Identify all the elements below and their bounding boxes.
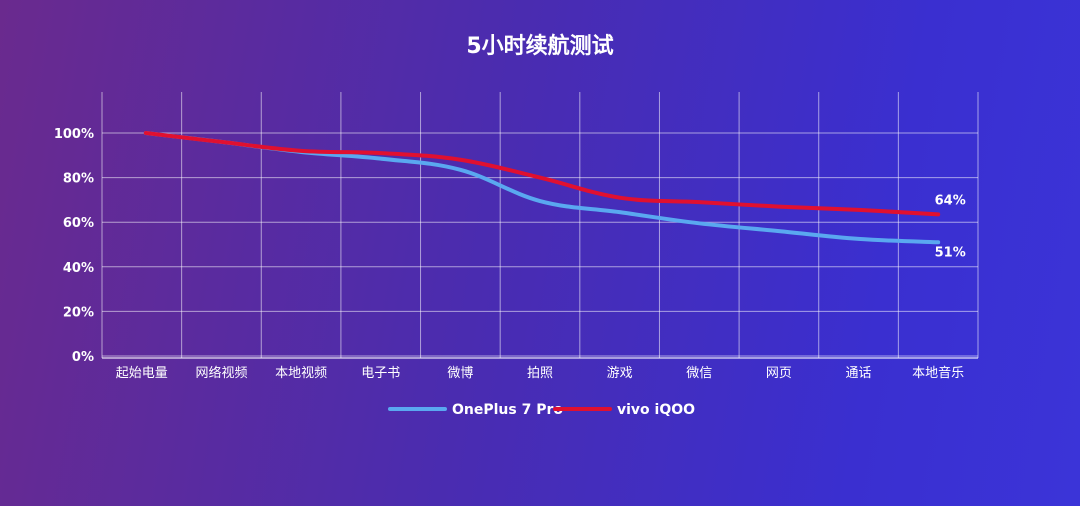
x-tick-label: 网页 [766, 366, 792, 381]
end-labels: 51% 64% [935, 193, 966, 260]
x-tick-label: 电子书 [361, 366, 400, 381]
x-tick-label: 本地视频 [275, 366, 327, 381]
series-line-1 [143, 131, 941, 217]
x-tick-label: 拍照 [527, 366, 553, 381]
y-tick-label: 80% [63, 172, 94, 187]
series-line-0 [143, 131, 941, 245]
legend: OnePlus 7 Pro vivo iQOO [388, 402, 695, 418]
series-end-label-0: 51% [935, 245, 966, 260]
series-lines [143, 131, 941, 245]
x-tick-label: 游戏 [607, 366, 633, 381]
x-tick-label: 本地音乐 [912, 365, 964, 381]
chart-grid [101, 92, 979, 359]
x-tick-label: 微信 [686, 366, 712, 381]
series-end-label-1: 64% [935, 193, 966, 208]
chart-title: 5小时续航测试 [466, 33, 613, 59]
x-tick-label: 通话 [846, 366, 872, 381]
legend-label-0: OnePlus 7 Pro [452, 402, 563, 418]
x-axis-ticks: 起始电量 网络视频 本地视频 电子书 微博 拍照 游戏 微信 网页 通话 本地音乐 [116, 365, 964, 381]
x-tick-label: 微博 [447, 366, 473, 381]
y-tick-label: 100% [54, 127, 94, 142]
x-tick-label: 网络视频 [195, 365, 247, 381]
legend-label-1: vivo iQOO [617, 402, 695, 418]
y-tick-label: 40% [63, 261, 94, 276]
y-tick-label: 0% [72, 350, 94, 365]
y-tick-label: 60% [63, 216, 94, 231]
x-tick-label: 起始电量 [116, 366, 168, 381]
y-tick-label: 20% [63, 305, 94, 320]
y-axis-ticks: 0% 20% 40% 60% 80% 100% [54, 127, 94, 365]
